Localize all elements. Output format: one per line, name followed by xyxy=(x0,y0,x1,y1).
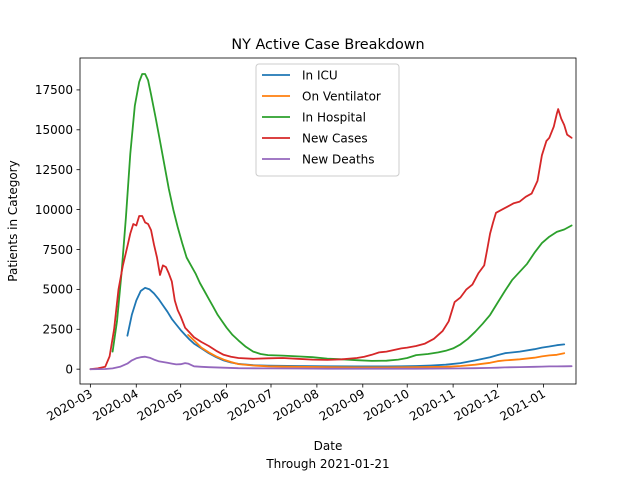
y-tick-label: 15000 xyxy=(35,123,73,137)
x-axis-label: Date xyxy=(314,439,343,453)
y-tick-label: 12500 xyxy=(35,163,73,177)
legend-label: On Ventilator xyxy=(302,89,381,103)
legend: In ICU On Ventilator In Hospital New Cases N… xyxy=(255,63,400,177)
x-axis-note: Through 2021-01-21 xyxy=(265,457,389,471)
y-tick-label: 2500 xyxy=(42,323,73,337)
y-tick-label: 5000 xyxy=(42,283,73,297)
legend-label: In ICU xyxy=(302,68,338,82)
y-axis-label: Patients in Category xyxy=(6,160,20,281)
chart-title: NY Active Case Breakdown xyxy=(231,37,424,53)
series-line-new-deaths xyxy=(89,355,573,371)
series-line-new-cases xyxy=(89,108,573,371)
legend-label: New Cases xyxy=(302,131,368,145)
axes-frame xyxy=(79,57,577,385)
series-lines xyxy=(89,73,573,371)
y-tick-label: 7500 xyxy=(42,243,73,257)
y-tick-label: 10000 xyxy=(35,203,73,217)
legend-label: In Hospital xyxy=(302,110,366,124)
series-line-in-hospital xyxy=(111,73,573,362)
legend-box xyxy=(255,63,400,177)
series-line-on-ventilator xyxy=(187,334,566,369)
y-tick-label: 17500 xyxy=(35,83,73,97)
y-axis-ticks: 0 2500 5000 7500 10000 12500 15000 17500 xyxy=(35,83,80,376)
y-tick-label: 0 xyxy=(65,362,73,376)
legend-label: New Deaths xyxy=(302,152,375,166)
